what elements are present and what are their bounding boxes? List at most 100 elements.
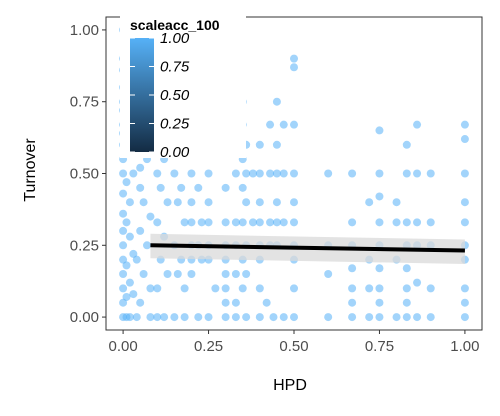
trend-layer — [150, 233, 465, 264]
data-point — [402, 140, 411, 149]
data-point — [290, 120, 298, 129]
data-point — [231, 169, 240, 178]
data-point — [348, 284, 357, 293]
y-tick-label: 1.00 — [70, 22, 99, 39]
data-point — [348, 313, 357, 322]
data-point — [266, 218, 275, 227]
data-point — [129, 169, 138, 178]
data-point — [139, 270, 148, 279]
data-point — [375, 284, 384, 293]
data-point — [248, 169, 257, 178]
data-point — [153, 218, 162, 227]
data-point — [402, 284, 411, 293]
data-point — [129, 249, 138, 258]
data-point — [197, 218, 206, 227]
data-point — [231, 313, 240, 322]
data-point — [204, 313, 213, 322]
data-point — [290, 313, 298, 322]
data-point — [413, 169, 422, 178]
data-point — [290, 54, 298, 63]
data-point — [231, 270, 240, 279]
data-point — [221, 183, 230, 192]
data-point — [221, 218, 230, 227]
data-point — [132, 255, 141, 264]
data-point — [365, 284, 374, 293]
data-point — [365, 198, 374, 207]
data-point — [290, 198, 298, 207]
data-point — [266, 120, 275, 129]
data-point — [324, 313, 333, 322]
data-point — [375, 126, 384, 135]
legend-title: scaleacc_100 — [130, 17, 220, 33]
data-point — [402, 298, 411, 307]
data-point — [163, 270, 172, 279]
data-point — [129, 290, 138, 299]
data-point — [402, 218, 411, 227]
data-point — [348, 218, 357, 227]
data-point — [348, 264, 357, 273]
data-point — [272, 140, 281, 149]
x-tick-label: 0.75 — [365, 338, 394, 355]
data-point — [143, 241, 152, 250]
data-point — [290, 63, 298, 72]
data-point — [272, 169, 281, 178]
data-point — [119, 255, 128, 264]
data-point — [426, 169, 435, 178]
data-point — [413, 278, 422, 287]
data-point — [460, 120, 469, 129]
data-point — [460, 135, 469, 144]
data-point — [460, 284, 469, 293]
y-tick-label: 0.75 — [70, 94, 99, 111]
data-point — [119, 270, 128, 279]
data-point — [187, 218, 196, 227]
data-point — [211, 284, 220, 293]
data-point — [402, 169, 411, 178]
data-point — [242, 313, 251, 322]
data-point — [180, 284, 189, 293]
data-point — [119, 189, 128, 198]
axes-layer: 0.00 0.25 0.50 0.75 1.00 0.00 0.25 0.50 0.75 1.00 — [70, 16, 483, 355]
data-point — [125, 198, 134, 207]
data-point — [413, 313, 422, 322]
data-point — [348, 169, 357, 178]
x-tick-label: 0.00 — [108, 338, 137, 355]
data-point — [255, 313, 264, 322]
trend-line — [150, 243, 465, 253]
data-point — [204, 198, 213, 207]
data-point — [156, 183, 165, 192]
data-point — [365, 313, 374, 322]
data-point — [125, 232, 134, 241]
data-point — [255, 284, 264, 293]
data-point — [402, 264, 411, 273]
data-point — [272, 198, 281, 207]
legend-label: 0.00 — [160, 144, 190, 161]
y-axis-title: Turnover — [22, 138, 39, 202]
data-point — [426, 218, 435, 227]
x-tick-label: 1.00 — [450, 338, 479, 355]
data-point — [187, 198, 196, 207]
legend-label: 0.25 — [160, 116, 190, 133]
legend-label: 0.50 — [160, 87, 190, 104]
data-point — [122, 178, 131, 187]
data-point — [248, 218, 257, 227]
data-point — [122, 218, 131, 227]
data-point — [255, 198, 264, 207]
data-point — [136, 163, 145, 172]
data-point — [204, 169, 213, 178]
data-point — [460, 298, 469, 307]
data-point — [272, 97, 281, 106]
y-tick-label: 0.50 — [70, 166, 99, 183]
data-point — [279, 218, 288, 227]
data-point — [119, 209, 128, 218]
data-point — [279, 169, 288, 178]
data-point — [242, 198, 251, 207]
data-point — [136, 298, 145, 307]
data-point — [146, 212, 155, 221]
data-point — [119, 226, 128, 235]
data-point — [279, 120, 288, 129]
data-point — [221, 270, 230, 279]
data-point — [136, 183, 145, 192]
data-point — [290, 284, 298, 293]
data-point — [413, 218, 422, 227]
